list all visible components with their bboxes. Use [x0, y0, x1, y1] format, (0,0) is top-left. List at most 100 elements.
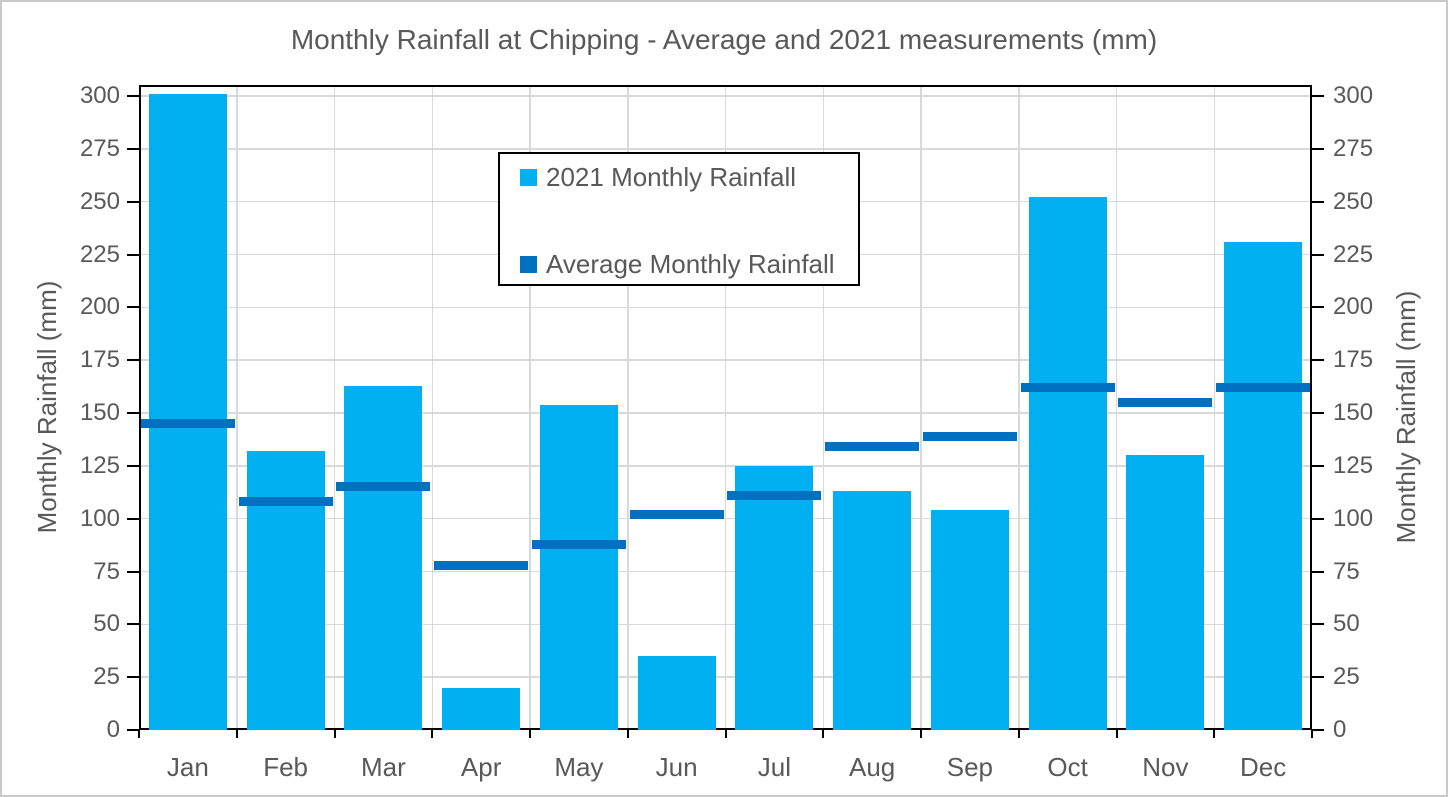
left-axis-tick	[127, 729, 139, 731]
x-axis-tick	[920, 730, 922, 738]
left-axis-tick	[127, 464, 139, 467]
right-axis-tick	[1312, 517, 1324, 520]
bar-feb	[246, 451, 325, 730]
v-gridline	[920, 85, 922, 730]
left-axis-tick	[127, 412, 139, 414]
x-axis-tick	[1311, 730, 1313, 738]
left-axis-tick-label: 75	[93, 557, 120, 585]
bar-nov	[1126, 455, 1205, 730]
right-axis-tick	[1312, 623, 1324, 626]
bar-jun	[637, 656, 716, 730]
average-marker-aug	[825, 442, 920, 452]
average-marker-jun	[629, 509, 724, 519]
x-axis-label-jun: Jun	[655, 752, 698, 782]
right-axis-tick	[1312, 412, 1324, 414]
average-marker-mar	[336, 482, 431, 492]
average-marker-sep	[922, 431, 1017, 441]
average-marker-apr	[434, 560, 529, 570]
left-axis-tick	[127, 517, 139, 520]
right-axis-tick-label: 100	[1333, 504, 1374, 532]
right-axis-tick	[1312, 729, 1324, 731]
x-axis-tick	[626, 730, 629, 738]
right-axis-tick-label: 300	[1333, 82, 1374, 109]
x-axis-label-jul: Jul	[757, 752, 791, 782]
left-axis-tick	[127, 147, 139, 150]
left-axis-tick-label: 150	[79, 399, 120, 426]
x-axis-label-aug: Aug	[848, 752, 896, 782]
x-axis-label-apr: Apr	[460, 752, 502, 782]
left-axis-tick-label: 50	[93, 610, 120, 638]
right-axis-tick-label: 0	[1333, 716, 1347, 743]
x-axis-label-nov: Nov	[1142, 752, 1189, 782]
right-axis-tick	[1312, 676, 1324, 679]
v-gridline	[1018, 85, 1020, 730]
right-axis-tick-label: 25	[1333, 663, 1360, 691]
average-marker-dec	[1216, 383, 1311, 393]
v-gridline	[627, 85, 629, 730]
bar-sep	[930, 510, 1009, 730]
bar-apr	[442, 687, 521, 730]
x-axis-label-jan: Jan	[166, 752, 209, 782]
average-marker-jan	[140, 419, 235, 429]
bar-aug	[833, 491, 912, 730]
right-axis-tick-label: 75	[1333, 557, 1360, 585]
average-marker-oct	[1020, 383, 1115, 393]
left-axis-tick-label: 100	[79, 504, 120, 532]
left-axis-tick-label: 225	[79, 240, 120, 268]
left-axis-tick	[127, 95, 139, 97]
x-axis-tick	[529, 730, 531, 738]
right-axis-tick-label: 50	[1333, 610, 1360, 638]
average-marker-feb	[238, 497, 333, 507]
v-gridline	[1213, 85, 1215, 730]
x-axis-tick	[333, 730, 336, 738]
x-axis-label-dec: Dec	[1240, 752, 1287, 782]
legend-item-average: Average Monthly Rainfall	[520, 246, 835, 282]
left-axis-tick-label: 25	[93, 663, 120, 691]
left-axis-tick	[127, 306, 139, 309]
right-axis-tick-label: 125	[1333, 451, 1374, 479]
x-axis-label-feb: Feb	[263, 752, 309, 782]
x-axis-tick	[1017, 730, 1020, 738]
left-axis-tick	[127, 676, 139, 679]
right-axis-tick-label: 275	[1333, 134, 1374, 162]
bar-mar	[344, 385, 423, 730]
legend-label-average: Average Monthly Rainfall	[546, 248, 835, 279]
plot-border	[139, 85, 1312, 730]
right-axis-tick-label: 200	[1333, 293, 1374, 321]
average-marker-jul	[727, 490, 822, 500]
v-gridline	[236, 85, 238, 730]
bar-jan	[148, 93, 227, 730]
right-axis-tick-label: 175	[1333, 346, 1374, 374]
legend-swatch-2021-icon	[520, 168, 537, 186]
x-axis-tick	[1115, 730, 1118, 738]
legend-item-2021: 2021 Monthly Rainfall	[520, 159, 796, 195]
right-axis-tick	[1312, 147, 1324, 150]
v-gridline	[724, 85, 727, 730]
v-gridline	[1115, 85, 1118, 730]
x-axis-label-sep: Sep	[946, 752, 993, 782]
bar-jul	[735, 465, 814, 730]
x-axis-tick	[235, 730, 238, 738]
right-axis-tick	[1312, 95, 1324, 97]
right-axis-tick	[1312, 359, 1324, 362]
v-gridline	[529, 85, 531, 730]
x-axis-tick	[138, 730, 140, 738]
left-axis-tick	[127, 200, 139, 203]
right-axis-tick	[1312, 464, 1324, 467]
x-axis-tick	[724, 730, 727, 738]
left-axis-tick-label: 125	[79, 451, 120, 479]
bar-may	[539, 404, 618, 730]
average-marker-nov	[1118, 397, 1213, 407]
legend-swatch-average-icon	[520, 255, 537, 273]
x-axis-tick	[431, 730, 434, 738]
x-axis-tick	[1213, 730, 1216, 738]
x-axis-label-oct: Oct	[1047, 752, 1088, 782]
left-axis-tick-label: 275	[79, 134, 120, 162]
left-axis-tick-label: 300	[79, 82, 120, 109]
right-axis-tick	[1312, 570, 1324, 573]
left-axis-tick	[127, 359, 139, 362]
right-axis-tick-label: 225	[1333, 240, 1374, 268]
average-marker-may	[531, 539, 626, 549]
v-gridline	[431, 85, 433, 730]
